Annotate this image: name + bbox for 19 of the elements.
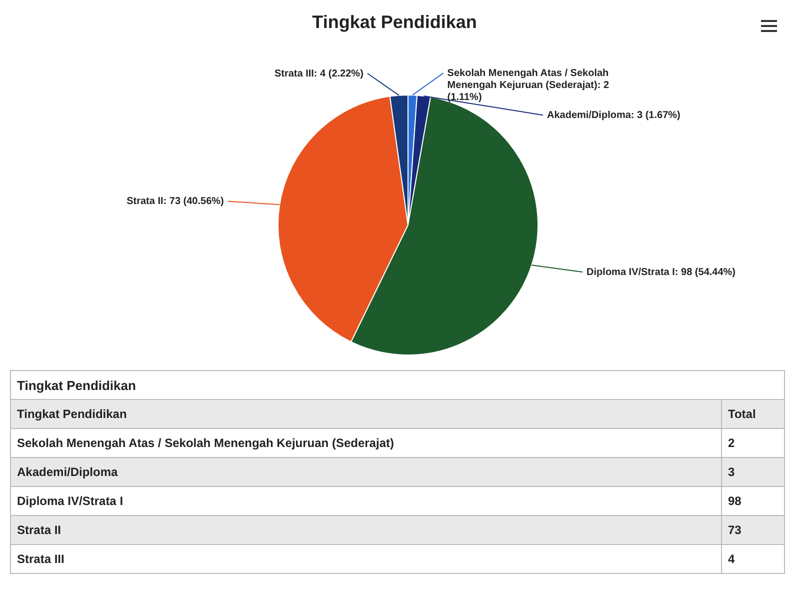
- text: Tingkat Pendidikan: [10, 400, 722, 428]
- category-label: Diploma IV/Strata I: [10, 486, 722, 516]
- data-label: 98: [722, 486, 784, 516]
- category-label: Strata III: [10, 544, 722, 574]
- category-label: Sekolah Menengah Atas / Sekolah Menengah Kejuruan (Sederajat): [10, 428, 722, 458]
- data-label: 73: [722, 516, 784, 544]
- data-label: 4: [722, 544, 784, 574]
- category-label: Akademi/Diploma: [10, 458, 722, 486]
- slice-label: Strata II: 73 (40.56%): [126, 196, 224, 208]
- slice-label: Akademi/Diploma: 3 (1.67%): [546, 110, 680, 122]
- slice-label: Diploma IV/Strata I: 98 (54.44%): [586, 266, 736, 278]
- slice-label: Strata III: 4 (2.22%): [274, 68, 364, 80]
- text: Tingkat Pendidikan: [10, 370, 784, 400]
- chart-title: Tingkat Pendidikan: [312, 12, 477, 32]
- category-label: Strata II: [10, 516, 722, 544]
- text: Total: [722, 400, 784, 428]
- slice-label: Sekolah Menengah Atas / Sekolah Menengah Kejuruan (Sederajat): 2 (1.11%): [447, 68, 610, 104]
- data-label: 3: [722, 458, 784, 486]
- data-label: 2: [722, 428, 784, 458]
